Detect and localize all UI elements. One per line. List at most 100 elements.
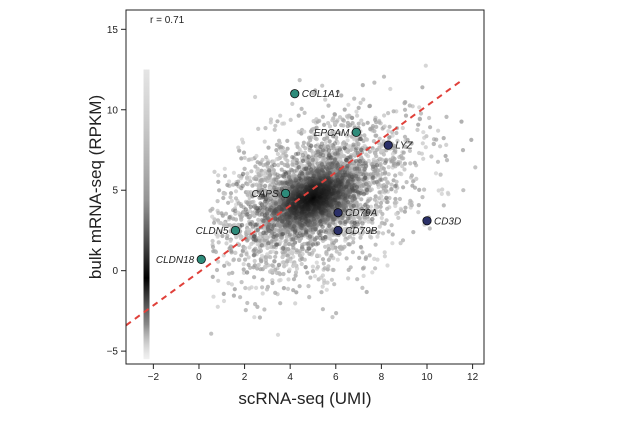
cloud-point bbox=[398, 241, 403, 246]
x-tick-label: 8 bbox=[379, 372, 385, 383]
cloud-point bbox=[387, 195, 392, 201]
cloud-point bbox=[355, 113, 360, 118]
cloud-point bbox=[366, 158, 371, 164]
cloud-point bbox=[338, 247, 343, 252]
cloud-point bbox=[237, 233, 242, 238]
cloud-point bbox=[351, 144, 356, 149]
cloud-point bbox=[394, 179, 399, 184]
cloud-point bbox=[320, 152, 326, 158]
cloud-point bbox=[402, 101, 407, 106]
x-tick-label: 6 bbox=[333, 372, 339, 383]
cloud-point bbox=[377, 190, 382, 195]
cloud-point bbox=[387, 124, 392, 129]
cloud-point bbox=[258, 267, 263, 272]
cloud-point bbox=[280, 246, 286, 251]
cloud-point bbox=[281, 271, 286, 277]
cloud-point bbox=[317, 232, 322, 238]
cloud-point bbox=[401, 150, 406, 155]
cloud-point bbox=[378, 201, 384, 206]
cloud-point bbox=[381, 74, 387, 79]
cloud-point bbox=[270, 249, 276, 254]
cloud-point bbox=[358, 244, 363, 250]
cloud-point bbox=[372, 129, 377, 134]
cloud-point bbox=[393, 184, 398, 189]
cloud-point bbox=[346, 228, 351, 234]
cloud-point bbox=[265, 245, 270, 251]
cloud-point bbox=[306, 154, 311, 159]
cloud-point bbox=[228, 195, 233, 200]
gene-label-cd3d: CD3D bbox=[434, 216, 461, 227]
cloud-point bbox=[377, 145, 382, 150]
cloud-point bbox=[325, 280, 330, 285]
cloud-point bbox=[303, 265, 308, 270]
cloud-point bbox=[373, 151, 378, 156]
cloud-point bbox=[359, 225, 364, 231]
cloud-point bbox=[335, 257, 340, 262]
cloud-point bbox=[412, 160, 417, 165]
cloud-point bbox=[253, 174, 258, 180]
x-tick-label: 2 bbox=[242, 372, 248, 383]
cloud-point bbox=[365, 120, 370, 125]
cloud-point bbox=[365, 199, 370, 204]
cloud-point bbox=[288, 117, 293, 122]
cloud-point bbox=[221, 291, 226, 296]
cloud-point bbox=[283, 242, 288, 247]
cloud-point bbox=[367, 230, 372, 235]
cloud-point bbox=[360, 266, 366, 271]
cloud-point bbox=[422, 187, 427, 192]
cloud-point bbox=[403, 144, 408, 149]
cloud-point bbox=[436, 128, 441, 133]
cloud-point bbox=[337, 115, 343, 120]
cloud-point bbox=[292, 262, 297, 267]
cloud-point bbox=[372, 212, 377, 217]
cloud-point bbox=[284, 262, 289, 267]
cloud-point bbox=[282, 249, 287, 254]
cloud-point bbox=[225, 182, 230, 188]
cloud-point bbox=[245, 300, 250, 306]
cloud-point bbox=[279, 148, 284, 153]
cloud-point bbox=[290, 101, 295, 106]
cloud-point bbox=[241, 150, 247, 155]
gene-point-epcam bbox=[351, 127, 361, 137]
cloud-point bbox=[421, 130, 426, 135]
cloud-point bbox=[276, 163, 281, 168]
cloud-point bbox=[382, 113, 387, 118]
cloud-point bbox=[308, 135, 314, 140]
cloud-point bbox=[314, 235, 319, 240]
cloud-point bbox=[360, 285, 365, 290]
cloud-point bbox=[383, 188, 389, 193]
cloud-point bbox=[268, 255, 273, 260]
cloud-point bbox=[444, 158, 450, 163]
cloud-point bbox=[237, 173, 242, 179]
cloud-point bbox=[210, 214, 215, 219]
cloud-point bbox=[346, 102, 351, 107]
cloud-point bbox=[301, 140, 306, 145]
cloud-point bbox=[268, 117, 274, 122]
cloud-point bbox=[259, 258, 264, 263]
cloud-point bbox=[391, 109, 396, 114]
cloud-point bbox=[290, 159, 295, 164]
cloud-point bbox=[290, 155, 295, 160]
cloud-point bbox=[243, 308, 248, 313]
cloud-point bbox=[285, 286, 291, 291]
cloud-point bbox=[310, 151, 316, 156]
cloud-point bbox=[308, 275, 313, 280]
cloud-point bbox=[255, 228, 260, 233]
cloud-point bbox=[250, 190, 256, 195]
cloud-point bbox=[385, 179, 390, 184]
cloud-point bbox=[253, 302, 258, 307]
cloud-point bbox=[256, 262, 261, 268]
cloud-point bbox=[352, 137, 357, 142]
cloud-point bbox=[245, 212, 250, 217]
cloud-point bbox=[210, 238, 215, 244]
cloud-point bbox=[369, 187, 374, 192]
cloud-point bbox=[210, 244, 216, 250]
cloud-point bbox=[348, 147, 354, 152]
cloud-point bbox=[297, 284, 302, 289]
cloud-point bbox=[300, 153, 305, 158]
cloud-point bbox=[431, 141, 436, 147]
cloud-point bbox=[335, 89, 341, 94]
cloud-point bbox=[224, 236, 230, 241]
gene-label-caps: CAPS bbox=[251, 189, 279, 200]
cloud-point bbox=[242, 155, 247, 160]
